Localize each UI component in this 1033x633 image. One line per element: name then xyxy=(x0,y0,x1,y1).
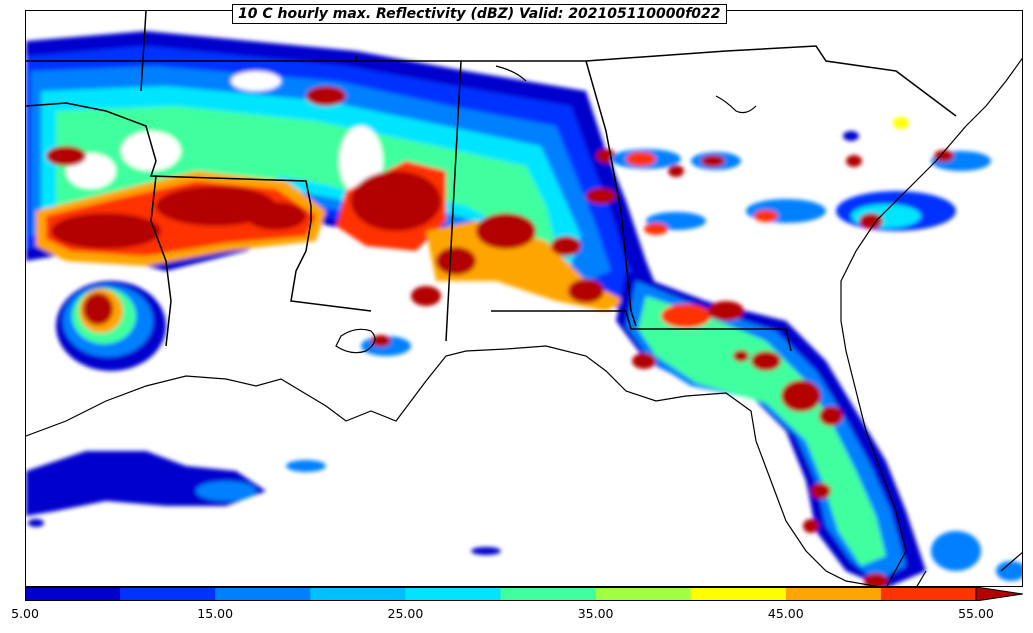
colorbar-segment xyxy=(215,587,311,601)
colorbar-segment xyxy=(880,587,977,601)
colorbar-tick-label: 5.00 xyxy=(11,606,39,621)
colorbar-segment xyxy=(595,587,692,601)
map-panel xyxy=(25,10,1023,587)
colorbar-segment xyxy=(120,587,216,601)
colorbar-tick-label: 35.00 xyxy=(577,606,614,621)
colorbar-tick-label: 45.00 xyxy=(767,606,804,621)
colorbar-segments xyxy=(25,587,977,601)
colorbar-extend-arrow xyxy=(975,587,1023,601)
map-title: 10 C hourly max. Reflectivity (dBZ) Vali… xyxy=(232,4,727,24)
colorbar-segment xyxy=(310,587,406,601)
coastline xyxy=(26,57,1022,586)
storm-cells-scattered xyxy=(586,117,991,235)
state-borders xyxy=(26,11,957,352)
colorbar-outline xyxy=(25,587,977,601)
storm-cell-southwest xyxy=(56,281,166,371)
colorbar-segment xyxy=(785,587,882,601)
colorbar-segment xyxy=(25,587,121,601)
reflectivity-field xyxy=(26,31,1022,586)
colorbar-segment xyxy=(690,587,787,601)
colorbar-segment xyxy=(405,587,501,601)
storm-line-southeast xyxy=(616,271,926,586)
storm-cells-gulf xyxy=(26,335,1022,581)
storm-cores-central xyxy=(336,149,646,311)
colorbar-segment xyxy=(500,587,597,601)
colorbar-tick-label: 25.00 xyxy=(387,606,424,621)
storm-cores-west xyxy=(36,86,346,266)
colorbar-tick-label: 15.00 xyxy=(197,606,234,621)
reflectivity-map xyxy=(26,11,1022,586)
colorbar-tick-label: 55.00 xyxy=(958,606,994,621)
colorbar xyxy=(25,587,1023,601)
